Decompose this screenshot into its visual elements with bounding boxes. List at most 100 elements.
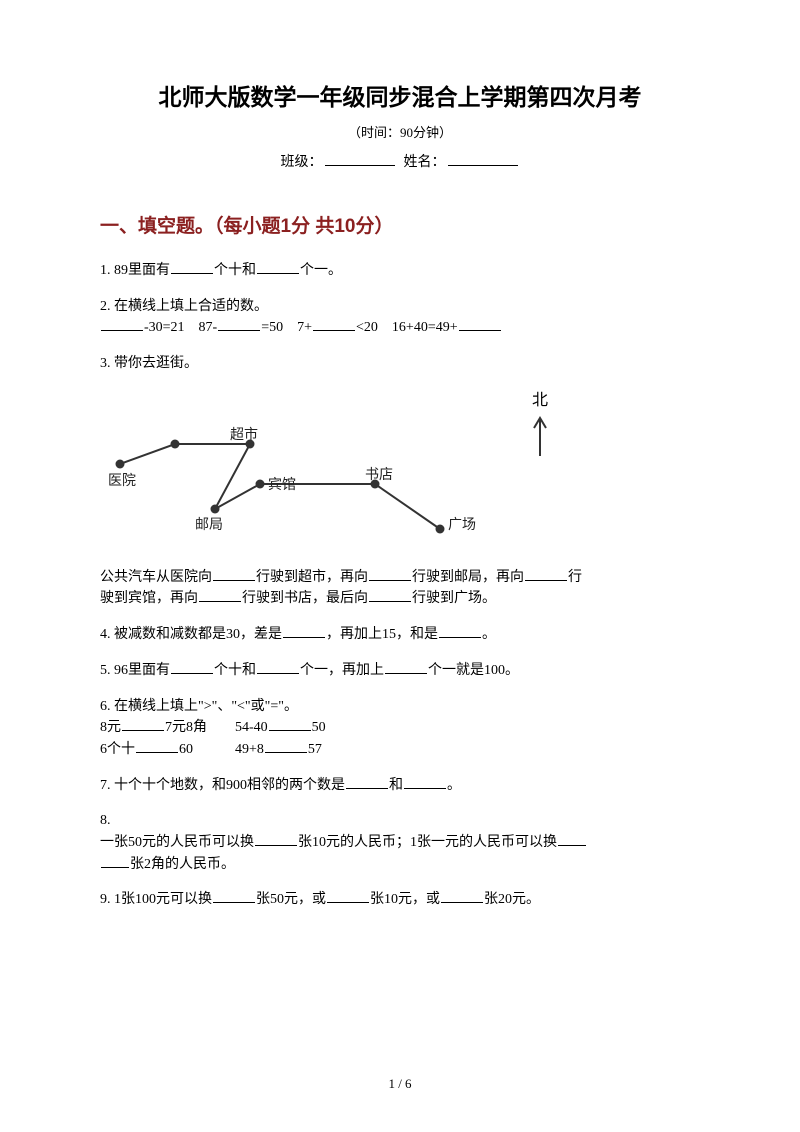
- q8-b2b[interactable]: [101, 855, 129, 868]
- q5-b3[interactable]: [385, 661, 427, 674]
- q3-ta: 公共汽车从医院向: [100, 570, 212, 585]
- north-arrow-icon: [530, 414, 550, 458]
- q4-a: 被减数和减数都是30，差是: [114, 627, 282, 642]
- q3-b3[interactable]: [525, 568, 567, 581]
- q3-tg: 行驶到广场。: [412, 591, 496, 606]
- q3-tc: 行驶到邮局，再向: [412, 570, 524, 585]
- q7-b1[interactable]: [346, 776, 388, 789]
- question-1: 1. 89里面有 个十和 个一。: [100, 260, 700, 282]
- class-label: 班级：: [281, 155, 323, 170]
- q2-p1c: <20 16+40=49+: [356, 320, 458, 335]
- q3-num: 3.: [100, 356, 114, 371]
- q7-b: 和: [389, 778, 403, 793]
- info-line: 班级： 姓名：: [100, 151, 700, 171]
- q2-intro: 在横线上填上合适的数。: [114, 299, 268, 314]
- label-market: 超市: [230, 425, 258, 447]
- q4-b2[interactable]: [439, 625, 481, 638]
- q3-b5[interactable]: [369, 589, 411, 602]
- q9-b3[interactable]: [441, 890, 483, 903]
- q9-c: 张10元，或: [370, 892, 440, 907]
- page-title: 北师大版数学一年级同步混合上学期第四次月考: [100, 78, 700, 112]
- q6-b1[interactable]: [122, 718, 164, 731]
- q3-intro: 带你去逛街。: [114, 356, 198, 371]
- q3-tf: 行驶到书店，最后向: [242, 591, 368, 606]
- map-diagram: 北 医院 超市 邮局 宾馆 书店 广场: [100, 389, 560, 549]
- q3-tb: 行驶到超市，再向: [256, 570, 368, 585]
- q4-b1[interactable]: [283, 625, 325, 638]
- question-2: 2. 在横线上填上合适的数。 -30=21 87- =50 7+ <20 16+40…: [100, 296, 700, 339]
- q6-num: 6.: [100, 699, 114, 714]
- q2-blank4[interactable]: [459, 318, 501, 331]
- q9-b1[interactable]: [213, 890, 255, 903]
- north-label: 北: [530, 389, 550, 414]
- q8-num: 8.: [100, 813, 111, 828]
- q7-a: 十个十个地数，和900相邻的两个数是: [114, 778, 345, 793]
- q6-r1b: 7元8角 54-40: [165, 720, 268, 735]
- q5-b: 个十和: [214, 663, 256, 678]
- q1-num: 1.: [100, 263, 114, 278]
- q1-a: 89里面有: [114, 263, 170, 278]
- q1-c: 个一。: [300, 263, 342, 278]
- question-5: 5. 96里面有 个十和 个一，再加上 个一就是100。: [100, 660, 700, 682]
- map-svg: [100, 389, 500, 549]
- q5-a: 96里面有: [114, 663, 170, 678]
- question-7: 7. 十个十个地数，和900相邻的两个数是 和 。: [100, 775, 700, 797]
- q1-b: 个十和: [214, 263, 256, 278]
- q4-b: ，再加上15，和是: [326, 627, 438, 642]
- q7-c: 。: [447, 778, 461, 793]
- q6-r1a: 8元: [100, 720, 121, 735]
- q5-c: 个一，再加上: [300, 663, 384, 678]
- q6-b2[interactable]: [269, 718, 311, 731]
- q8-b1[interactable]: [255, 833, 297, 846]
- q3-b1[interactable]: [213, 568, 255, 581]
- q6-r2a: 6个十: [100, 742, 135, 757]
- q8-c: 张2角的人民币。: [130, 857, 235, 872]
- q8-a: 一张50元的人民币可以换: [100, 835, 254, 850]
- q6-b4[interactable]: [265, 740, 307, 753]
- q3-b2[interactable]: [369, 568, 411, 581]
- q5-num: 5.: [100, 663, 114, 678]
- q2-num: 2.: [100, 299, 114, 314]
- q7-b2[interactable]: [404, 776, 446, 789]
- q6-r1c: 50: [312, 720, 326, 735]
- q6-b3[interactable]: [136, 740, 178, 753]
- section-1-header: 一、填空题。（每小题1分 共10分）: [100, 211, 700, 238]
- q2-blank2[interactable]: [218, 318, 260, 331]
- q9-b: 张50元，或: [256, 892, 326, 907]
- name-blank[interactable]: [448, 152, 518, 166]
- q7-num: 7.: [100, 778, 114, 793]
- q4-num: 4.: [100, 627, 114, 642]
- question-4: 4. 被减数和减数都是30，差是 ，再加上15，和是 。: [100, 624, 700, 646]
- q5-d: 个一就是100。: [428, 663, 519, 678]
- label-square: 广场: [448, 515, 476, 537]
- q5-b1[interactable]: [171, 661, 213, 674]
- q9-a: 1张100元可以换: [114, 892, 212, 907]
- q5-b2[interactable]: [257, 661, 299, 674]
- label-bookstore: 书店: [365, 465, 393, 487]
- q2-p1b: =50 7+: [261, 320, 312, 335]
- subtitle: （时间：90分钟）: [100, 122, 700, 141]
- q2-blank3[interactable]: [313, 318, 355, 331]
- question-8: 8. 一张50元的人民币可以换 张10元的人民币；1张一元的人民币可以换张2角的人…: [100, 810, 700, 875]
- question-6: 6. 在横线上填上">"、"<"或"="。 8元7元8角 54-4050 6个十…: [100, 696, 700, 761]
- q6-r2c: 57: [308, 742, 322, 757]
- page-footer: 1 / 6: [0, 1076, 800, 1092]
- q3-b4[interactable]: [199, 589, 241, 602]
- q9-num: 9.: [100, 892, 114, 907]
- q9-b2[interactable]: [327, 890, 369, 903]
- q8-b: 张10元的人民币；1张一元的人民币可以换: [298, 835, 557, 850]
- class-blank[interactable]: [325, 152, 395, 166]
- q1-blank2[interactable]: [257, 261, 299, 274]
- question-3: 3. 带你去逛街。 北 医院 超市 邮局 宾: [100, 353, 700, 610]
- label-hotel: 宾馆: [268, 475, 296, 497]
- q2-p1a: -30=21 87-: [144, 320, 217, 335]
- question-9: 9. 1张100元可以换 张50元，或 张10元，或 张20元。: [100, 889, 700, 911]
- q2-blank1[interactable]: [101, 318, 143, 331]
- q1-blank1[interactable]: [171, 261, 213, 274]
- q4-c: 。: [482, 627, 496, 642]
- q8-b2[interactable]: [558, 833, 586, 846]
- q9-d: 张20元。: [484, 892, 540, 907]
- name-label: 姓名：: [404, 155, 446, 170]
- q3-te: 驶到宾馆，再向: [100, 591, 198, 606]
- label-hospital: 医院: [108, 471, 136, 493]
